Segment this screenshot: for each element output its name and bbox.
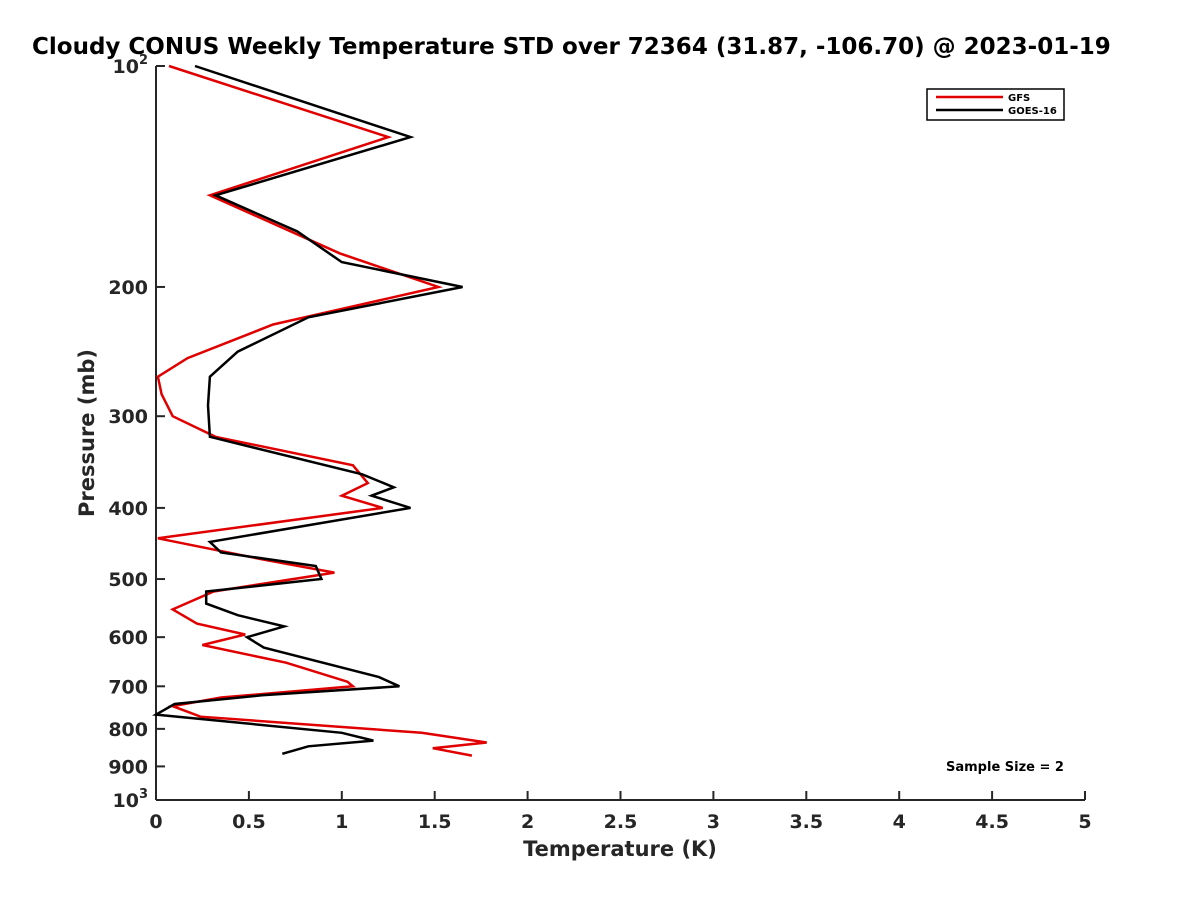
x-tick-label: 5	[1078, 811, 1091, 833]
legend: GFS GOES-16	[926, 88, 1065, 121]
y-tick-label: 500	[108, 569, 148, 591]
x-tick-label: 3.5	[789, 811, 823, 833]
series-line-goes16	[151, 64, 463, 756]
x-tick-label: 4.5	[975, 811, 1009, 833]
y-ticks: 102 200 300 400 500 600 700 800 900 103	[108, 53, 165, 812]
y-tick-label: 900	[108, 756, 148, 778]
x-tick-label: 2	[521, 811, 534, 833]
y-axis-title: Pressure (mb)	[75, 349, 99, 517]
y-tick-label: 102	[113, 53, 149, 78]
series-layer	[151, 64, 487, 757]
x-tick-label: 2.5	[604, 811, 638, 833]
x-axis-title: Temperature (K)	[523, 837, 717, 861]
legend-label-goes16: GOES-16	[1008, 106, 1057, 117]
legend-label-gfs: GFS	[1008, 93, 1030, 104]
y-tick-label: 400	[108, 498, 148, 520]
x-ticks: 0 0.5 1 1.5 2 2.5 3 3.5 4 4.5 5	[149, 791, 1092, 833]
x-tick-label: 3	[707, 811, 720, 833]
chart-title: Cloudy CONUS Weekly Temperature STD over…	[32, 34, 1111, 60]
legend-box	[926, 88, 1065, 121]
x-tick-label: 0.5	[232, 811, 266, 833]
y-tick-label: 800	[108, 719, 148, 741]
y-tick-label: 700	[108, 676, 148, 698]
x-tick-label: 0	[149, 811, 162, 833]
x-tick-label: 4	[893, 811, 906, 833]
x-tick-label: 1.5	[418, 811, 452, 833]
plot-area	[155, 66, 1085, 801]
x-tick-label: 1	[335, 811, 348, 833]
y-tick-label: 300	[108, 406, 148, 428]
y-tick-label: 103	[113, 787, 149, 812]
sample-size-annotation: Sample Size = 2	[946, 760, 1064, 775]
y-tick-label: 600	[108, 627, 148, 649]
y-tick-label: 200	[108, 277, 148, 299]
